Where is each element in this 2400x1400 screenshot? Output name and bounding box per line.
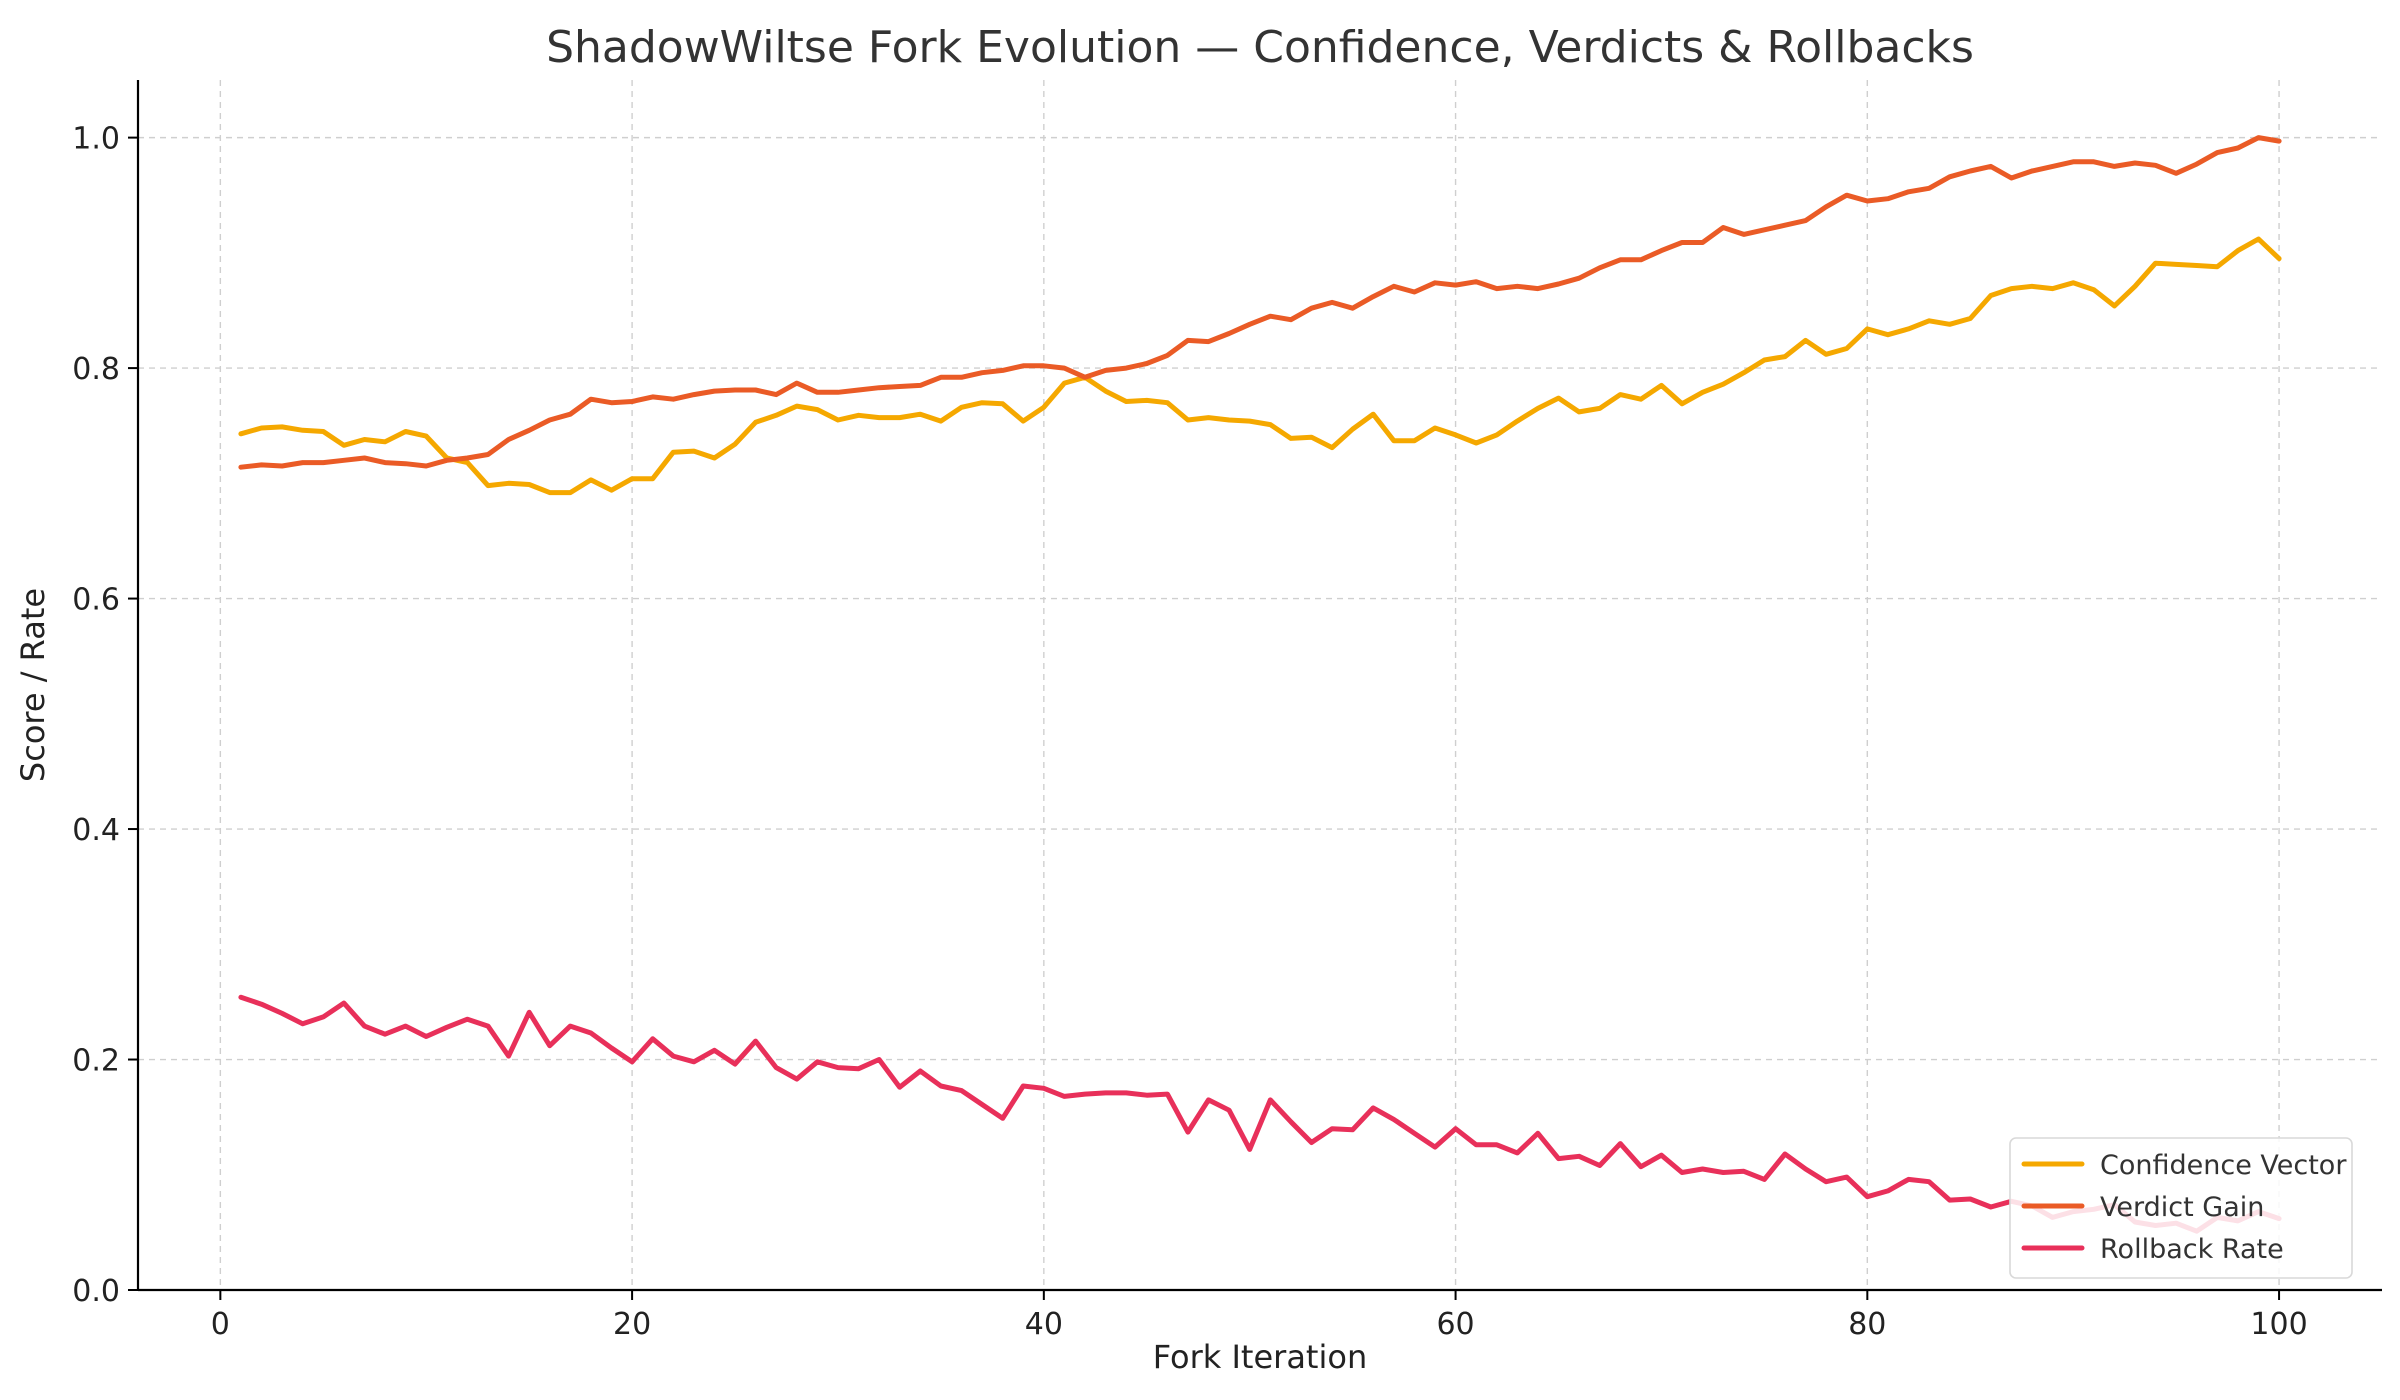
axes xyxy=(136,80,2382,1292)
x-tick-label: 20 xyxy=(613,1307,651,1342)
series-lines xyxy=(238,135,2282,1234)
x-axis-label: Fork Iteration xyxy=(1153,1338,1367,1376)
legend: Confidence Vector Verdict Gain Rollback … xyxy=(2009,1137,2353,1279)
y-tick-label: 0.4 xyxy=(72,813,120,848)
legend-label-verdict-gain: Verdict Gain xyxy=(2100,1192,2264,1223)
legend-label-rollback-rate: Rollback Rate xyxy=(2100,1234,2284,1265)
y-tick-label: 0.6 xyxy=(72,583,120,618)
x-tick-label: 0 xyxy=(211,1307,230,1342)
x-tick-label: 100 xyxy=(2250,1307,2307,1342)
series-line-rollback-rate xyxy=(238,994,2282,1234)
y-tick-label: 0.2 xyxy=(72,1044,120,1079)
y-axis-label: Score / Rate xyxy=(14,588,52,782)
series-line-confidence-vector xyxy=(238,236,2282,496)
grid xyxy=(138,80,2382,1291)
legend-box xyxy=(2009,1137,2353,1279)
chart-title: ShadowWiltse Fork Evolution — Confidence… xyxy=(546,22,1974,73)
x-tick-label: 60 xyxy=(1436,1307,1474,1342)
series-line-verdict-gain xyxy=(238,135,2282,470)
y-tick-label: 0.8 xyxy=(72,352,120,387)
x-tick-label: 80 xyxy=(1848,1307,1886,1342)
ticks: 0 20 40 60 80 100 0.0 0.2 0.4 0.6 0.8 1.0 xyxy=(72,122,2307,1342)
legend-label-confidence-vector: Confidence Vector xyxy=(2100,1150,2347,1181)
x-tick-label: 40 xyxy=(1025,1307,1063,1342)
y-tick-label: 0.0 xyxy=(72,1274,120,1309)
y-tick-label: 1.0 xyxy=(72,122,120,157)
